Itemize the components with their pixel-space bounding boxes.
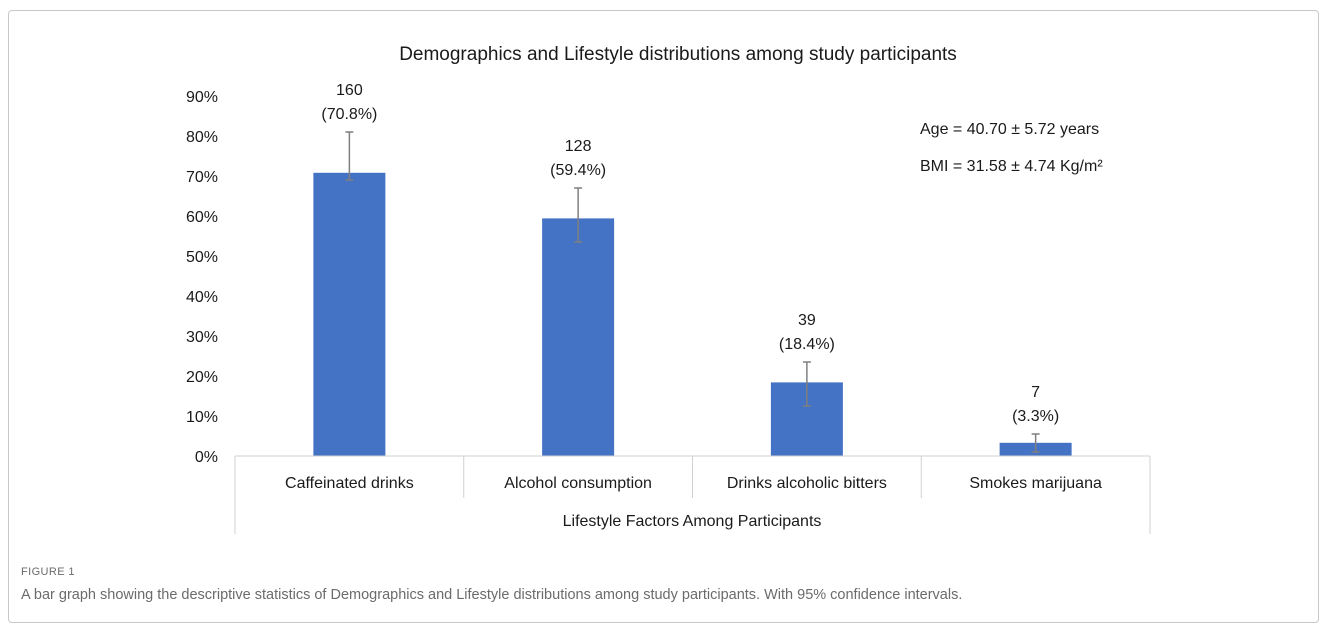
annotation-text: Age = 40.70 ± 5.72 years — [920, 121, 1099, 138]
figure-label: FIGURE 1 — [21, 566, 75, 578]
annotations-group: Age = 40.70 ± 5.72 years BMI = 31.58 ± 4.… — [920, 121, 1103, 175]
x-axis-title: Lifestyle Factors Among Participants — [563, 513, 822, 530]
chart-title: Demographics and Lifestyle distributions… — [399, 44, 957, 65]
data-label-percent: (3.3%) — [1012, 408, 1059, 425]
error-bars-group — [345, 131, 1040, 453]
y-tick-label: 10% — [186, 409, 218, 426]
data-label-count: 7 — [1031, 384, 1040, 401]
y-axis-tick-labels: 0% 10% 20% 30% 40% 50% 60% 70% 80% 90% — [186, 89, 218, 466]
x-axis: Caffeinated drinks Alcohol consumption Dri… — [234, 455, 1151, 534]
annotation-text: BMI = 31.58 ± 4.74 Kg/m² — [920, 158, 1103, 175]
data-label-count: 128 — [565, 138, 592, 155]
bar-chart: Demographics and Lifestyle distributions… — [186, 44, 1151, 534]
data-label-count: 39 — [798, 312, 816, 329]
x-tick-label: Smokes marijuana — [969, 475, 1102, 492]
bars-group — [313, 172, 1072, 457]
y-tick-label: 70% — [186, 169, 218, 186]
y-tick-label: 80% — [186, 129, 218, 146]
y-tick-label: 20% — [186, 369, 218, 386]
data-label-percent: (18.4%) — [779, 336, 835, 353]
x-tick-label: Alcohol consumption — [504, 475, 652, 492]
y-tick-label: 40% — [186, 289, 218, 306]
figure-frame — [8, 10, 1319, 623]
data-label-percent: (59.4%) — [550, 162, 606, 179]
data-label-count: 160 — [336, 82, 363, 99]
bar — [542, 218, 615, 456]
y-tick-label: 50% — [186, 249, 218, 266]
data-labels-group: 160 (70.8%) 128 (59.4%) 39 (18.4%) 7 (3.3%) — [321, 82, 1059, 425]
x-tick-label: Caffeinated drinks — [285, 475, 414, 492]
data-label-percent: (70.8%) — [321, 106, 377, 123]
figure-caption: A bar graph showing the descriptive stat… — [21, 587, 963, 603]
x-tick-label: Drinks alcoholic bitters — [727, 475, 887, 492]
bar — [313, 172, 386, 457]
y-tick-label: 30% — [186, 329, 218, 346]
y-tick-label: 60% — [186, 209, 218, 226]
y-tick-label: 0% — [195, 449, 218, 466]
y-tick-label: 90% — [186, 89, 218, 106]
